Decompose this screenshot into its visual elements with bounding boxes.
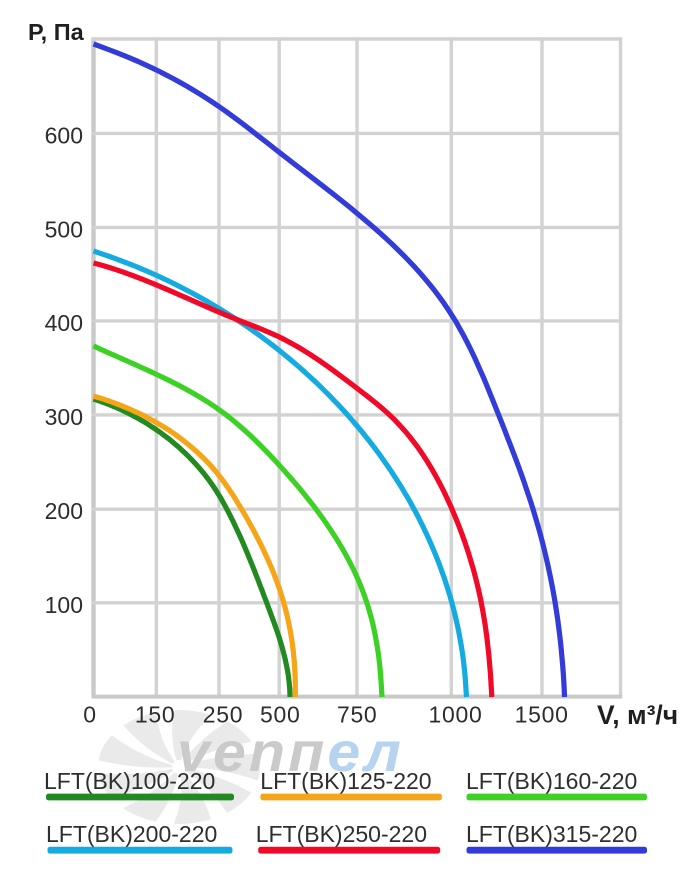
svg-text:500: 500 (45, 216, 83, 242)
svg-text:400: 400 (45, 310, 83, 336)
svg-text:750: 750 (337, 702, 377, 728)
svg-text:V, м³/ч: V, м³/ч (597, 700, 678, 730)
svg-text:LFT(BK)160-220: LFT(BK)160-220 (466, 768, 637, 794)
svg-text:300: 300 (45, 404, 83, 430)
svg-text:600: 600 (45, 122, 83, 148)
svg-text:LFT(BK)250-220: LFT(BK)250-220 (256, 821, 427, 847)
svg-text:500: 500 (260, 702, 300, 728)
svg-text:LFT(BK)125-220: LFT(BK)125-220 (260, 768, 431, 794)
svg-text:1000: 1000 (429, 702, 483, 728)
svg-text:150: 150 (135, 702, 175, 728)
svg-text:250: 250 (203, 702, 243, 728)
svg-text:LFT(BK)315-220: LFT(BK)315-220 (466, 821, 637, 847)
svg-text:P, Па: P, Па (28, 19, 85, 45)
svg-text:200: 200 (45, 498, 83, 524)
svg-text:LFT(BK)200-220: LFT(BK)200-220 (46, 821, 217, 847)
svg-text:0: 0 (83, 702, 97, 728)
svg-text:LFT(BK)100-220: LFT(BK)100-220 (44, 768, 215, 794)
svg-text:1500: 1500 (515, 702, 569, 728)
svg-text:100: 100 (45, 592, 83, 618)
